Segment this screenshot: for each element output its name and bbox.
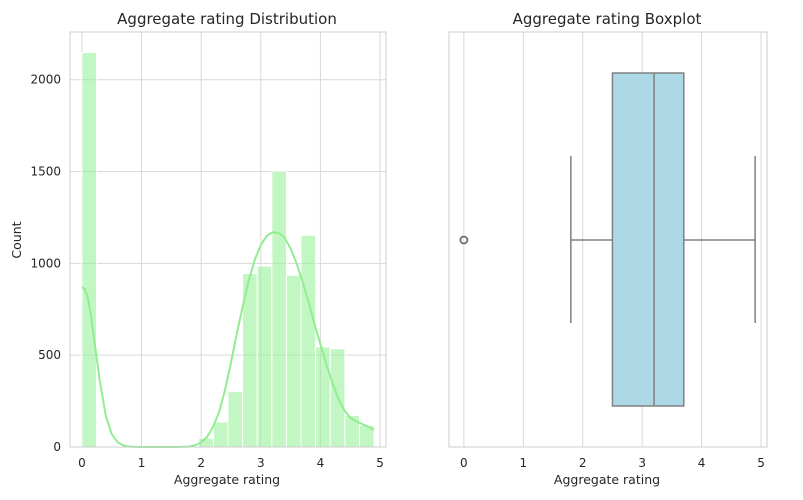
x-tick-label: 2 [197,456,205,470]
y-tick-label: 2000 [30,73,61,87]
histogram-y-label: Count [9,221,24,258]
histogram-frame [69,31,387,448]
x-tick-label: 3 [257,456,265,470]
histogram-y-ticks: 0 500 1000 1500 2000 [30,73,61,454]
histogram-bar [227,391,244,448]
histogram-chart: Aggregate rating Distribution 0 1 2 3 4 5 0 50… [9,10,387,487]
y-tick-label: 0 [53,440,61,454]
histogram-x-label: Aggregate rating [174,472,280,487]
boxplot-marks [459,72,756,407]
x-tick-label: 4 [698,456,706,470]
histogram-bar [285,274,302,448]
x-tick-label: 2 [579,456,587,470]
kde-line [81,231,375,448]
x-tick-label: 5 [376,456,384,470]
histogram-bar [315,346,331,448]
x-tick-label: 0 [78,456,86,470]
histogram-bar [344,414,360,448]
y-tick-label: 1000 [30,256,61,270]
histogram-bars [81,52,375,448]
x-tick-label: 1 [138,456,146,470]
boxplot-frame [448,31,768,448]
outlier-point [459,235,469,245]
x-tick-label: 4 [317,456,325,470]
x-tick-label: 5 [757,456,765,470]
x-tick-label: 3 [638,456,646,470]
y-tick-label: 1500 [30,165,61,179]
boxplot-chart: Aggregate rating Boxplot 0 1 2 3 4 5 Aggregat… [448,10,768,487]
histogram-bar [81,52,98,448]
histogram-title: Aggregate rating Distribution [117,10,337,28]
histogram-bar [212,421,229,448]
boxplot-title: Aggregate rating Boxplot [513,10,702,28]
x-tick-label: 0 [460,456,468,470]
histogram-x-ticks: 0 1 2 3 4 5 [78,456,384,470]
histogram-bar [256,265,273,448]
x-tick-label: 1 [519,456,527,470]
histogram-bar [300,234,317,448]
y-tick-label: 500 [38,348,61,362]
boxplot-x-label: Aggregate rating [554,472,660,487]
histogram-grid [70,32,386,448]
iqr-box [611,72,685,407]
histogram-bar [271,170,287,448]
boxplot-x-ticks: 0 1 2 3 4 5 [460,456,765,470]
